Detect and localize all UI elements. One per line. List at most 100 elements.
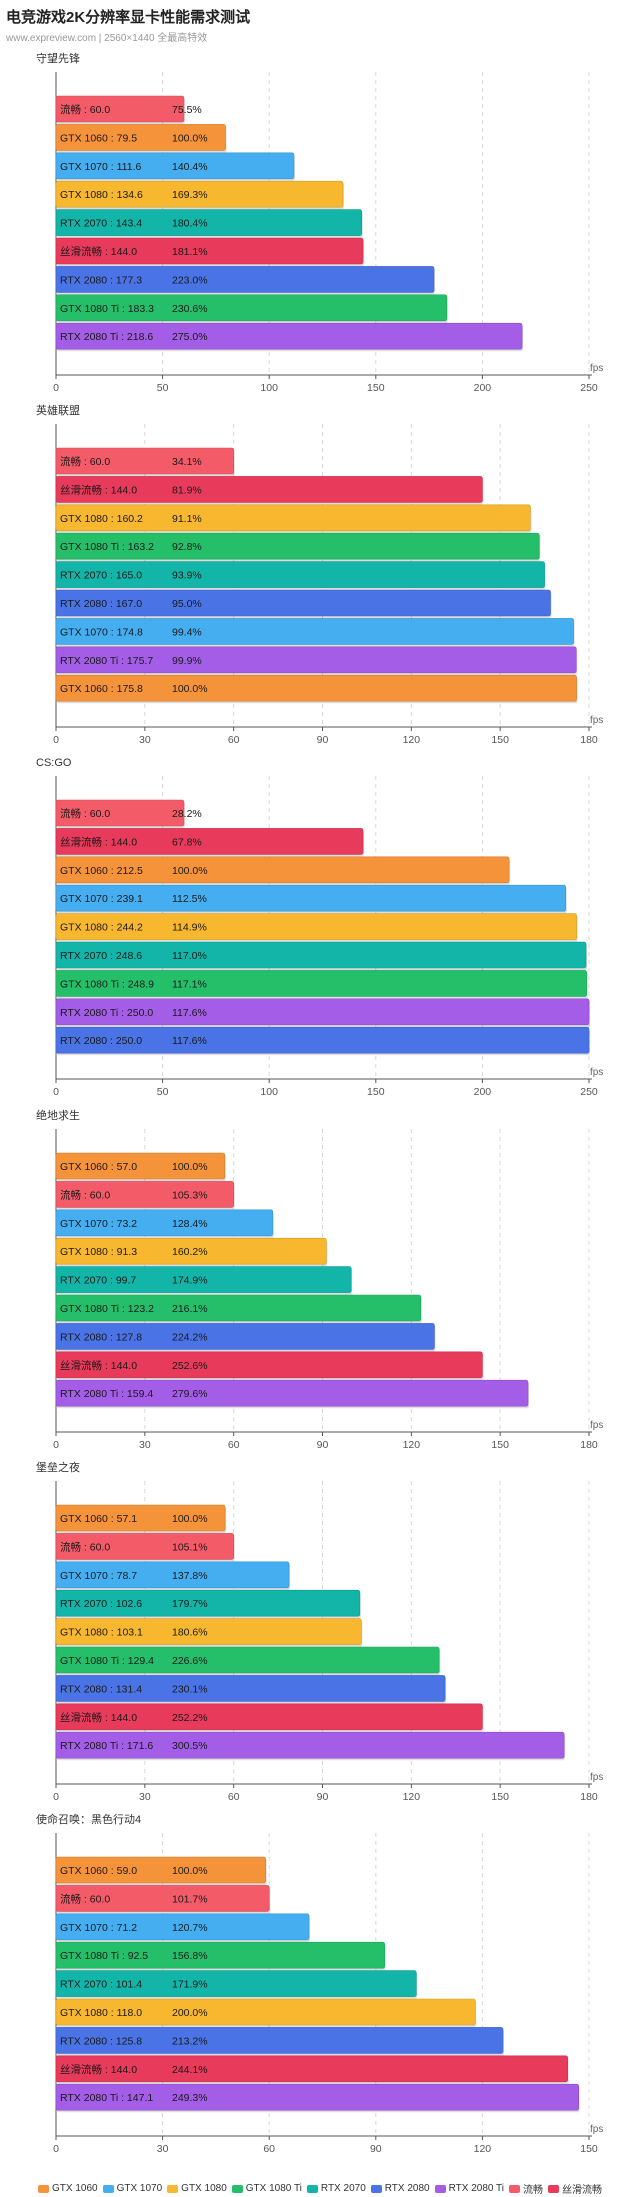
bar-label: RTX 2080 Ti : 159.4 <box>60 1388 153 1400</box>
bar-label: GTX 1070 : 239.1 <box>60 893 143 905</box>
chart-title: 守望先锋 <box>36 51 80 65</box>
legend-item[interactable]: RTX 2070 <box>306 2183 366 2194</box>
bar-label: RTX 2080 : 177.3 <box>60 274 142 286</box>
chart-title: 使命召唤：黑色行动4 <box>36 1812 141 1826</box>
x-tick-label: 30 <box>139 734 151 746</box>
legend-item[interactable]: 丝滑流畅 <box>548 2181 602 2196</box>
bar-label: GTX 1060 : 59.0 <box>60 1865 137 1877</box>
legend-item[interactable]: GTX 1080 Ti <box>231 2183 302 2194</box>
bar-percent: 128.4% <box>172 1218 208 1230</box>
bar <box>55 1913 310 1941</box>
bar-label: RTX 2080 Ti : 147.1 <box>60 2092 153 2104</box>
x-tick-label: 200 <box>474 382 492 394</box>
bar <box>55 913 577 940</box>
bar <box>55 1379 529 1407</box>
legend-item[interactable]: 流畅 <box>509 2181 543 2196</box>
legend-item[interactable]: RTX 2080 <box>370 2183 430 2194</box>
bar <box>55 447 234 475</box>
x-axis-unit: fps <box>590 2124 603 2135</box>
bar-percent: 279.6% <box>172 1388 208 1400</box>
bar-percent: 100.0% <box>172 1161 208 1173</box>
x-tick-label: 150 <box>367 382 385 394</box>
bar-label: 流畅 : 60.0 <box>60 1540 110 1553</box>
x-tick-label: 90 <box>370 2143 382 2155</box>
bar-label: 丝滑流畅 : 144.0 <box>60 1711 137 1724</box>
legend-item[interactable]: GTX 1070 <box>102 2183 162 2194</box>
page-title: 电竞游戏2K分辨率显卡性能需求测试 <box>6 9 251 26</box>
bar-percent: 174.9% <box>172 1275 208 1287</box>
bar <box>55 1731 565 1759</box>
bar-percent: 169.3% <box>172 189 208 201</box>
bar-percent: 224.2% <box>172 1331 208 1343</box>
x-tick-label: 50 <box>157 1086 169 1098</box>
bar-label: GTX 1060 : 57.1 <box>60 1513 137 1525</box>
x-tick-label: 150 <box>367 1086 385 1098</box>
bar-percent: 28.2% <box>172 808 202 820</box>
bar-label: RTX 2080 : 131.4 <box>60 1683 142 1695</box>
bar-label: 流畅 : 60.0 <box>60 103 110 116</box>
bar-label: GTX 1080 : 91.3 <box>60 1246 137 1258</box>
bar-label: GTX 1080 Ti : 129.4 <box>60 1655 154 1667</box>
bar-label: RTX 2070 : 102.6 <box>60 1598 142 1610</box>
bar <box>55 209 363 236</box>
bar <box>55 1675 446 1702</box>
bar-label: GTX 1080 Ti : 92.5 <box>60 1950 148 1962</box>
bar <box>55 152 295 180</box>
x-tick-label: 50 <box>157 382 169 394</box>
bar-label: GTX 1070 : 111.6 <box>60 161 141 173</box>
x-tick-label: 120 <box>403 734 421 746</box>
x-tick-label: 0 <box>53 382 59 394</box>
bar-percent: 67.8% <box>172 836 202 848</box>
x-tick-label: 60 <box>228 1791 240 1803</box>
bar <box>55 856 510 884</box>
chart-title: 绝地求生 <box>36 1108 80 1122</box>
x-tick-label: 180 <box>580 1791 598 1803</box>
bar-percent: 213.2% <box>172 2035 208 2047</box>
bar-percent: 99.9% <box>172 655 202 667</box>
bar <box>55 1589 361 1617</box>
bar-label: GTX 1080 : 118.0 <box>60 2007 142 2019</box>
bar <box>55 799 185 827</box>
bar-label: RTX 2070 : 99.7 <box>60 1275 136 1287</box>
bar <box>55 476 483 503</box>
bar <box>55 1941 385 1969</box>
x-tick-label: 150 <box>491 734 509 746</box>
bar-percent: 105.1% <box>172 1541 208 1553</box>
x-axis-unit: fps <box>590 1067 603 1078</box>
page-header: 电竞游戏2K分辨率显卡性能需求测试 www.expreview.com | 25… <box>6 6 250 44</box>
bar-label: GTX 1080 Ti : 248.9 <box>60 978 154 990</box>
bar <box>55 1618 362 1645</box>
bar-label: GTX 1070 : 71.2 <box>60 1922 137 1934</box>
bar-percent: 117.6% <box>172 1035 207 1047</box>
x-axis-unit: fps <box>590 1420 603 1431</box>
bar <box>55 1152 226 1180</box>
bar-label: GTX 1070 : 73.2 <box>60 1218 137 1230</box>
bar <box>55 884 567 912</box>
bar <box>55 1561 290 1589</box>
bar-label: 流畅 : 60.0 <box>60 1892 110 1905</box>
bar <box>55 1970 417 1997</box>
bar-percent: 100.0% <box>172 865 208 877</box>
x-tick-label: 0 <box>53 1791 59 1803</box>
bar <box>55 1026 590 1054</box>
legend-label: GTX 1080 Ti <box>245 2183 302 2194</box>
bar-label: RTX 2080 Ti : 175.7 <box>60 655 153 667</box>
bar-label: GTX 1060 : 57.0 <box>60 1161 137 1173</box>
bar-percent: 92.8% <box>172 541 202 553</box>
bar-percent: 114.9% <box>172 922 207 934</box>
bar-percent: 252.6% <box>172 1360 208 1372</box>
bar-label: GTX 1070 : 174.8 <box>60 626 143 638</box>
legend-item[interactable]: RTX 2080 Ti <box>434 2183 504 2194</box>
legend-item[interactable]: GTX 1060 <box>37 2183 98 2194</box>
bar-label: GTX 1070 : 78.7 <box>60 1570 137 1582</box>
bar-percent: 252.2% <box>172 1712 208 1724</box>
bar-percent: 230.6% <box>172 303 208 315</box>
bar-percent: 117.1% <box>172 978 207 990</box>
legend-item[interactable]: GTX 1080 <box>167 2183 227 2194</box>
x-tick-label: 30 <box>157 2143 169 2155</box>
bar-label: 流畅 : 60.0 <box>60 807 110 820</box>
legend-label: 流畅 <box>523 2185 543 2196</box>
x-tick-label: 30 <box>139 1439 151 1451</box>
legend-swatch <box>370 2184 382 2193</box>
